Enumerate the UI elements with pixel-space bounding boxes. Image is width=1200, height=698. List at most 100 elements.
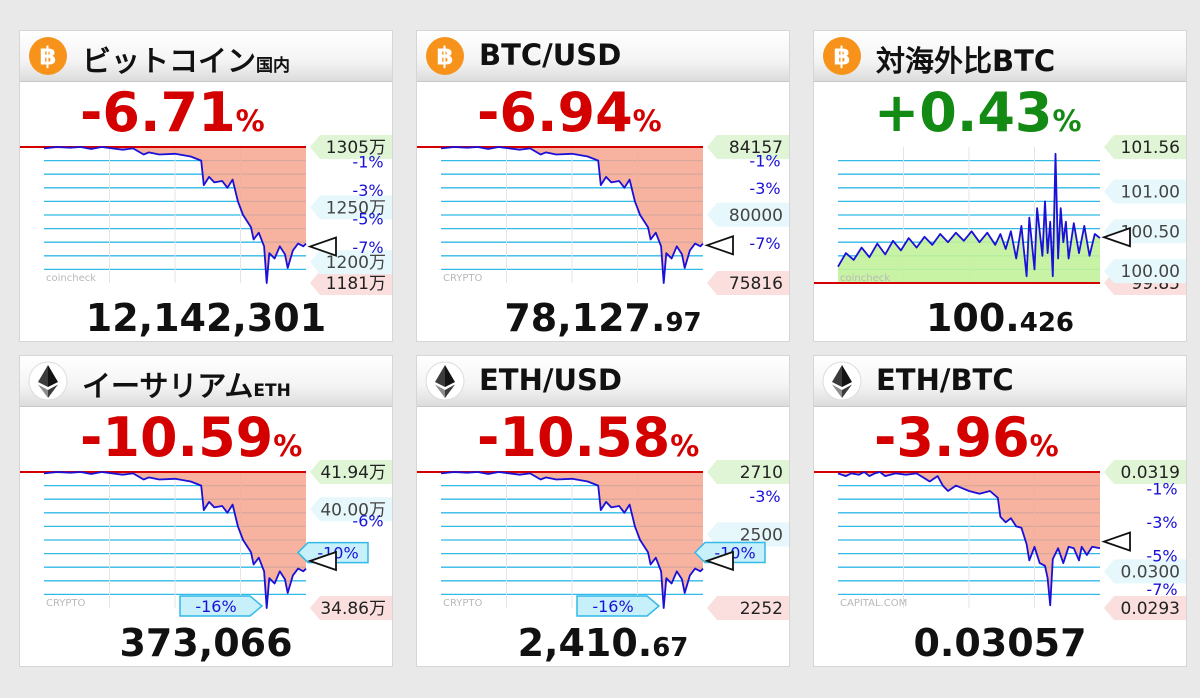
change-value: +0.43 bbox=[874, 81, 1053, 144]
ticker-panel[interactable]: イーサリアムETH CRYPTO 41.94万 34.86万 40.00万 -6% -10%… bbox=[20, 356, 392, 666]
change-unit: % bbox=[1052, 104, 1082, 138]
high-label: 2710 bbox=[707, 460, 789, 484]
bitcoin-icon: ฿ bbox=[823, 37, 861, 75]
axis-tick-label: 80000 bbox=[707, 202, 789, 227]
percent-tick: -5% bbox=[352, 210, 383, 229]
watermark: CRYPTO bbox=[443, 598, 483, 609]
svg-text:101.00: 101.00 bbox=[1121, 183, 1180, 203]
change-unit: % bbox=[632, 104, 662, 138]
axis-tick-label: 0.0300 bbox=[1104, 559, 1186, 584]
percent-tick: -7% bbox=[352, 238, 383, 257]
current-price: 2,410.67 bbox=[417, 621, 789, 665]
price-line bbox=[440, 146, 704, 284]
ticker-panel[interactable]: ETH/USD CRYPTO 2710 2252 2500 -3% -10% -16% -10.… bbox=[417, 356, 789, 666]
ethereum-icon bbox=[822, 361, 862, 401]
ticker-panel[interactable]: ETH/BTC CAPITAL.COM 0.0319 0.0293 0.0300 -1% -… bbox=[814, 356, 1186, 666]
axis-tick-label: 1200万 bbox=[310, 250, 392, 275]
panel-title: 対海外比BTC bbox=[876, 38, 1055, 80]
high-label: 84157 bbox=[707, 135, 789, 159]
panel-header: ETH/BTC bbox=[814, 356, 1186, 407]
svg-text:-16%: -16% bbox=[592, 597, 633, 616]
axis-tick-label: 1250万 bbox=[310, 195, 392, 220]
svg-text:80000: 80000 bbox=[729, 206, 783, 226]
svg-text:2252: 2252 bbox=[740, 599, 783, 619]
change-percent: -10.59% bbox=[80, 406, 302, 470]
svg-text:100.00: 100.00 bbox=[1121, 262, 1180, 282]
current-price-pointer bbox=[1101, 226, 1131, 248]
svg-text:฿: ฿ bbox=[39, 42, 56, 71]
price-chart: CAPITAL.COM 0.0319 0.0293 0.0300 -1% -3% -5% -7… bbox=[814, 460, 1186, 620]
change-percent: -6.71% bbox=[80, 81, 265, 145]
drop-area bbox=[44, 472, 306, 608]
price-main: 2,410. bbox=[517, 621, 653, 665]
ticker-panel[interactable]: ฿ BTC/USD CRYPTO 84157 75816 80000 -1% -3% -7% -6… bbox=[417, 31, 789, 341]
panel-title: ビットコイン国内 bbox=[82, 38, 290, 80]
panel-header: ETH/USD bbox=[417, 356, 789, 407]
panel-header: ฿ ビットコイン国内 bbox=[20, 31, 392, 82]
change-unit: % bbox=[670, 429, 700, 463]
panel-title: BTC/USD bbox=[479, 38, 621, 72]
panel-title-text: 対海外比BTC bbox=[876, 44, 1056, 78]
low-label: 2252 bbox=[707, 596, 789, 620]
change-value: -6.71 bbox=[80, 81, 236, 144]
change-percent: -10.58% bbox=[477, 406, 699, 470]
bitcoin-icon: ฿ bbox=[426, 37, 464, 75]
ticker-panel[interactable]: ฿ ビットコイン国内 coincheck 1305万 1181万 1250万 1200万 -1… bbox=[20, 31, 392, 341]
percent-tick: -5% bbox=[1146, 546, 1177, 565]
change-unit: % bbox=[273, 429, 303, 463]
change-value: -10.59 bbox=[80, 406, 274, 469]
low-label: 0.0293 bbox=[1104, 596, 1186, 620]
panel-title: イーサリアムETH bbox=[82, 363, 291, 405]
drop-area bbox=[441, 147, 703, 283]
svg-text:2500: 2500 bbox=[740, 525, 783, 545]
bitcoin-icon: ฿ bbox=[29, 37, 67, 75]
panel-header: イーサリアムETH bbox=[20, 356, 392, 407]
watermark: coincheck bbox=[46, 273, 96, 284]
percent-tick: -3% bbox=[1146, 513, 1177, 532]
svg-text:1181万: 1181万 bbox=[326, 274, 386, 294]
drop-area bbox=[44, 147, 306, 283]
ticker-panel[interactable]: ฿対海外比BTC coincheck 101.56 99.85 101.00 100.50… bbox=[814, 31, 1186, 341]
panel-header: ฿ 対海外比BTC bbox=[814, 31, 1186, 82]
high-label: 0.0319 bbox=[1104, 460, 1186, 484]
percent-tick: -3% bbox=[749, 179, 780, 198]
price-chart: CRYPTO 84157 75816 80000 -1% -3% -7% bbox=[417, 135, 789, 295]
change-percent: -6.94% bbox=[477, 81, 662, 145]
watermark: CRYPTO bbox=[46, 598, 86, 609]
current-price-pointer bbox=[704, 235, 734, 256]
change-percent: -3.96% bbox=[874, 406, 1059, 470]
change-value: -3.96 bbox=[874, 406, 1030, 469]
current-price: 100.426 bbox=[814, 296, 1186, 340]
percent-marker: -16% bbox=[179, 595, 264, 617]
percent-tick: -7% bbox=[749, 234, 780, 253]
current-price-pointer bbox=[307, 550, 337, 572]
svg-text:-16%: -16% bbox=[195, 597, 236, 616]
svg-text:0.0300: 0.0300 bbox=[1121, 562, 1180, 582]
high-label: 101.56 bbox=[1104, 135, 1186, 159]
svg-text:2710: 2710 bbox=[740, 463, 783, 483]
price-line bbox=[43, 146, 307, 284]
price-line bbox=[837, 152, 1101, 278]
panel-header: ฿ BTC/USD bbox=[417, 31, 789, 82]
svg-text:101.56: 101.56 bbox=[1121, 138, 1180, 158]
price-main: 100. bbox=[925, 296, 1020, 340]
svg-text:฿: ฿ bbox=[833, 42, 850, 71]
axis-tick-label: 100.00 bbox=[1104, 259, 1186, 284]
price-fraction: 97 bbox=[665, 308, 702, 338]
percent-tick: -1% bbox=[1146, 480, 1177, 499]
panel-title-text: ETH/USD bbox=[479, 363, 622, 397]
watermark: CAPITAL.COM bbox=[840, 598, 907, 609]
current-price-pointer bbox=[307, 236, 337, 257]
ethereum-icon bbox=[28, 361, 68, 401]
price-main: 373,066 bbox=[119, 621, 293, 665]
low-label: 34.86万 bbox=[310, 596, 392, 620]
current-price: 78,127.97 bbox=[417, 296, 789, 340]
svg-text:75816: 75816 bbox=[729, 274, 783, 294]
ethereum-icon bbox=[425, 361, 465, 401]
current-price-pointer bbox=[704, 550, 734, 572]
percent-tick: -1% bbox=[749, 152, 780, 171]
current-price-pointer bbox=[1101, 531, 1131, 552]
price-main: 78,127. bbox=[504, 296, 666, 340]
current-price: 0.03057 bbox=[814, 621, 1186, 665]
